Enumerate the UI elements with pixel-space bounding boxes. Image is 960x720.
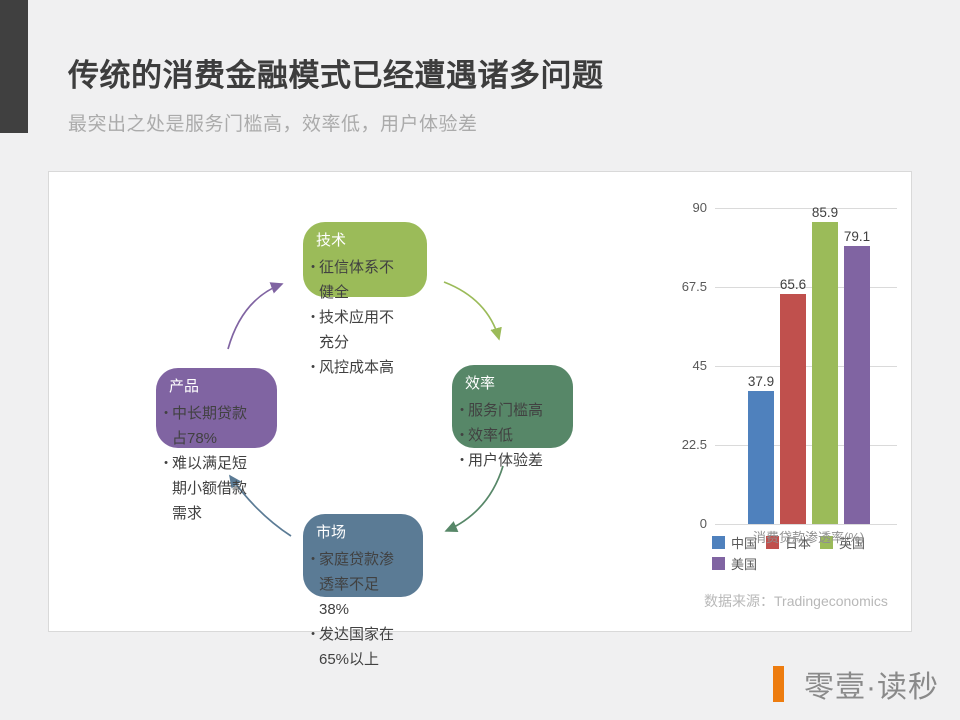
cycle-node-market: 市场 • 家庭贷款渗透率不足38% • 发达国家在65%以上 <box>303 514 423 672</box>
legend-item-英国: 英国 <box>820 534 866 551</box>
bullet-label: 效率低 <box>468 427 514 444</box>
y-axis-tick-label: 90 <box>692 200 707 215</box>
gridline <box>715 524 897 525</box>
bullet-icon: • <box>460 454 464 466</box>
footer-brand: 零壹·读秒 <box>773 662 939 706</box>
chart-legend: 中国 日本 英国美国 <box>712 534 888 576</box>
list-item: • 风控成本高 <box>303 355 403 380</box>
bullet-icon: • <box>311 361 315 373</box>
bar-英国 <box>812 222 838 524</box>
bar-value-label: 65.6 <box>779 277 807 292</box>
corner-accent-block <box>0 0 28 133</box>
legend-item-美国: 美国 <box>712 555 758 572</box>
y-axis-tick-label: 45 <box>692 358 707 373</box>
bullet-label: 家庭贷款渗透率不足38% <box>319 551 395 618</box>
node-product-shape <box>156 368 277 448</box>
legend-label: 英国 <box>839 535 866 551</box>
list-item: • 征信体系不健全 <box>303 255 403 305</box>
bullet-icon: • <box>460 429 464 441</box>
list-item: • 中长期贷款占78% <box>156 401 256 451</box>
page-subtitle: 最突出之处是服务门槛高，效率低，用户体验差 <box>68 114 478 135</box>
gridline <box>715 366 897 367</box>
bullet-label: 发达国家在65%以上 <box>319 626 395 668</box>
node-product-title: 产品 <box>169 378 200 395</box>
node-efficiency-title: 效率 <box>465 375 496 392</box>
bar-日本 <box>780 294 806 524</box>
bullet-label: 中长期贷款占78% <box>172 405 248 447</box>
node-tech-title: 技术 <box>316 232 347 249</box>
bullet-icon: • <box>460 404 464 416</box>
bar-中国 <box>748 391 774 524</box>
bullet-icon: • <box>311 261 315 273</box>
legend-swatch-icon <box>820 535 834 549</box>
bullet-label: 用户体验差 <box>468 452 544 469</box>
legend-swatch-icon <box>712 556 725 570</box>
list-item: • 服务门槛高 <box>452 398 552 423</box>
node-market-title: 市场 <box>316 524 347 541</box>
list-item: • 用户体验差 <box>452 448 552 473</box>
brand-accent-bar-icon <box>773 666 784 702</box>
y-axis-tick-label: 67.5 <box>681 279 707 294</box>
bullet-icon: • <box>311 628 315 640</box>
cycle-node-tech: 技术 • 征信体系不健全 • 技术应用不充分 • 风控成本高 <box>303 222 427 380</box>
bar-value-label: 37.9 <box>747 374 775 389</box>
bar-美国 <box>844 246 870 524</box>
bar-value-label: 79.1 <box>843 229 871 244</box>
legend-label: 美国 <box>731 556 758 572</box>
legend-item-日本: 日本 <box>766 534 812 551</box>
list-item: • 难以满足短期小额借款需求 <box>156 451 256 526</box>
bullet-icon: • <box>311 311 315 323</box>
node-market-shape <box>303 514 423 597</box>
list-item: • 发达国家在65%以上 <box>303 622 403 672</box>
page-title: 传统的消费金融模式已经遭遇诸多问题 <box>68 58 604 93</box>
bullet-label: 技术应用不充分 <box>319 309 395 351</box>
cycle-node-product: 产品 • 中长期贷款占78% • 难以满足短期小额借款需求 <box>156 368 277 526</box>
y-axis-tick-label: 0 <box>699 516 707 531</box>
legend-swatch-icon <box>712 535 725 549</box>
list-item: • 技术应用不充分 <box>303 305 403 355</box>
y-axis-tick-label: 22.5 <box>681 437 707 452</box>
data-source-note: 数据来源：Tradingeconomics <box>704 593 888 609</box>
bullet-icon: • <box>164 457 168 469</box>
gridline <box>715 287 897 288</box>
x-axis-title: 消费贷款渗透率(%) <box>753 530 865 545</box>
bullet-label: 服务门槛高 <box>468 402 544 419</box>
bar-value-label: 85.9 <box>811 205 839 220</box>
list-item: • 家庭贷款渗透率不足38% <box>303 547 403 622</box>
brand-name: 零壹·读秒 <box>804 671 939 704</box>
list-item: • 效率低 <box>452 423 552 448</box>
cycle-node-efficiency: 效率 • 服务门槛高 • 效率低 • 用户体验差 <box>452 365 573 473</box>
bullet-icon: • <box>164 407 168 419</box>
legend-item-中国: 中国 <box>712 534 758 551</box>
node-tech-shape <box>303 222 427 297</box>
bullet-icon: • <box>311 553 315 565</box>
legend-swatch-icon <box>766 535 780 549</box>
bullet-label: 风控成本高 <box>319 359 395 376</box>
legend-label: 日本 <box>785 535 812 551</box>
bullet-label: 征信体系不健全 <box>319 259 395 301</box>
legend-label: 中国 <box>731 535 758 551</box>
gridline <box>715 445 897 446</box>
bullet-label: 难以满足短期小额借款需求 <box>172 455 248 522</box>
node-efficiency-shape <box>452 365 573 448</box>
gridline <box>715 208 897 209</box>
